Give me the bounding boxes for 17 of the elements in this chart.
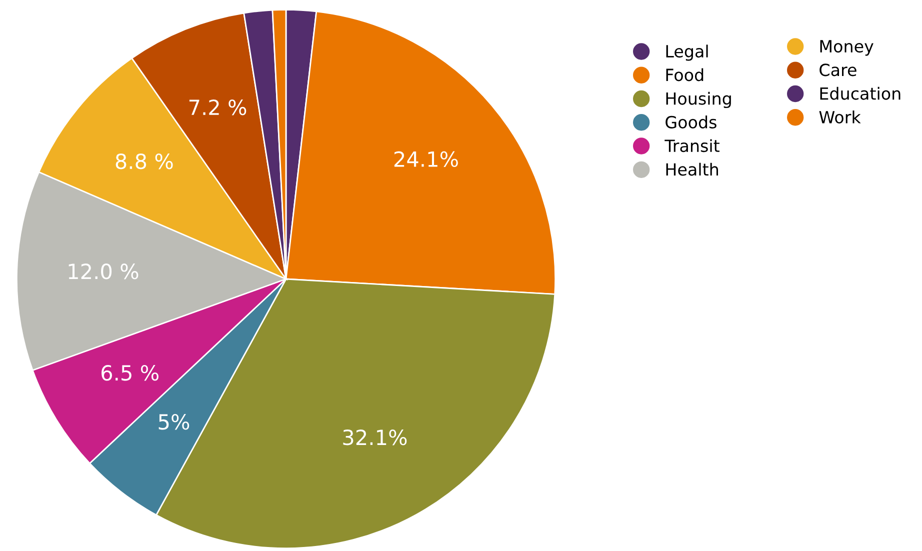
legend-label: Care — [820, 64, 856, 76]
legend-label: Money — [820, 40, 874, 56]
legend-label: Goods — [666, 116, 716, 128]
legend-label: Work — [819, 110, 861, 124]
legend-label: Transit — [664, 139, 720, 152]
legend-label: Food — [666, 68, 704, 82]
legend-label: Housing — [666, 92, 731, 108]
data-label: 8.8 % — [116, 153, 173, 170]
data-label: 7.2 % — [189, 99, 246, 116]
legend-label: Legal — [666, 44, 708, 61]
data-label: 5% — [158, 414, 190, 430]
legend-label: Education — [820, 86, 900, 100]
data-label: 12.0 % — [68, 264, 138, 280]
data-label: 24.1% — [394, 151, 458, 167]
data-label: 32.1% — [343, 429, 407, 446]
legend-label: Health — [666, 162, 718, 176]
data-label: 6.5 % — [102, 364, 158, 381]
